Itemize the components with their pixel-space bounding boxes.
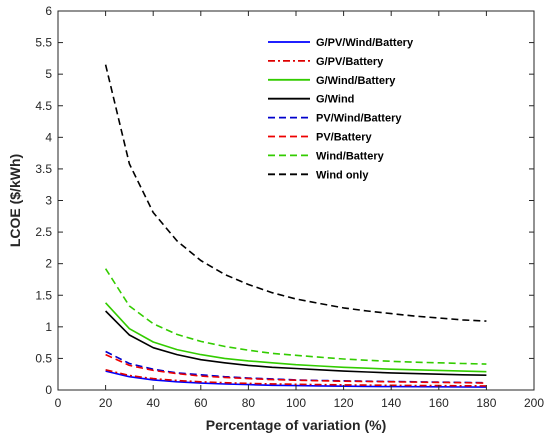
- x-tick-label: 180: [476, 396, 496, 410]
- y-axis-title: LCOE ($/kWh): [7, 154, 23, 247]
- y-tick-label: 4.5: [35, 99, 52, 113]
- x-tick-label: 160: [429, 396, 449, 410]
- y-tick-label: 2: [45, 257, 52, 271]
- y-tick-label: 3.5: [35, 162, 52, 176]
- x-tick-label: 20: [99, 396, 113, 410]
- chart-legend: G/PV/Wind/Battery G/PV/Battery G/Wind/Batt…: [268, 37, 414, 181]
- x-tick-label: 120: [334, 396, 354, 410]
- y-tick-label: 0: [45, 383, 52, 397]
- series-line-pv-battery: [105, 353, 487, 384]
- legend-label-wind-battery: Wind/Battery: [316, 150, 385, 162]
- x-axis-title: Percentage of variation (%): [206, 417, 387, 433]
- legend-label-g-wind: G/Wind: [316, 94, 354, 106]
- y-tick-label: 2.5: [35, 225, 52, 239]
- y-tick-label: 1.5: [35, 288, 52, 302]
- series-line-g-wind: [105, 310, 487, 376]
- series-line-wind-battery: [104, 268, 487, 365]
- legend-label-g-wind-battery: G/Wind/Battery: [316, 75, 396, 87]
- legend-label-pv-battery: PV/Battery: [316, 132, 373, 144]
- series-line-g-wind-battery: [105, 302, 487, 373]
- legend-label-pv-wind-battery: PV/Wind/Battery: [316, 113, 402, 125]
- x-tick-label: 100: [286, 396, 306, 410]
- y-tick-label: 4: [45, 130, 52, 144]
- legend-label-g-pv-battery: G/PV/Battery: [316, 56, 384, 68]
- y-tick-label: 1: [45, 320, 52, 334]
- legend-label-g-pv-wind-battery: G/PV/Wind/Battery: [316, 37, 414, 49]
- y-tick-label: 6: [45, 4, 52, 18]
- series-line-pv-wind-battery: [105, 350, 487, 384]
- y-tick-label: 5: [45, 67, 52, 81]
- y-tick-label: 3: [45, 194, 52, 208]
- x-tick-label: 0: [55, 396, 62, 410]
- series-line-wind-only: [104, 64, 487, 322]
- chart-marks: [104, 64, 487, 388]
- x-tick-label: 140: [381, 396, 401, 410]
- x-tick-label: 60: [194, 396, 208, 410]
- x-tick-label: 200: [524, 396, 544, 410]
- y-tick-label: 5.5: [35, 36, 52, 50]
- y-tick-label: 0.5: [35, 351, 52, 365]
- legend-label-wind-only: Wind only: [316, 169, 369, 181]
- series-line-g-pv-battery: [105, 369, 487, 387]
- plot-frame: [57, 10, 535, 391]
- x-tick-label: 40: [147, 396, 161, 410]
- axis-ticks: 0 20 40 60 80 100 120 140 160 180 200 0 0.5 1 1.5 2 2.5 3…: [35, 4, 544, 410]
- x-tick-label: 80: [242, 396, 256, 410]
